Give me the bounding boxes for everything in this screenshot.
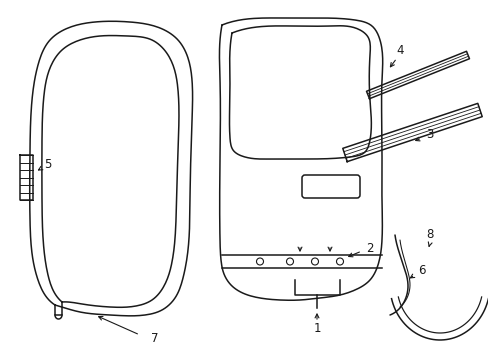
- Text: 6: 6: [417, 264, 425, 276]
- FancyBboxPatch shape: [302, 175, 359, 198]
- Text: 4: 4: [395, 44, 403, 57]
- Text: 2: 2: [366, 242, 373, 255]
- Text: 7: 7: [151, 332, 159, 345]
- Text: 3: 3: [426, 129, 433, 141]
- Text: 5: 5: [44, 158, 52, 171]
- Text: 8: 8: [426, 229, 433, 242]
- Text: 1: 1: [313, 321, 320, 334]
